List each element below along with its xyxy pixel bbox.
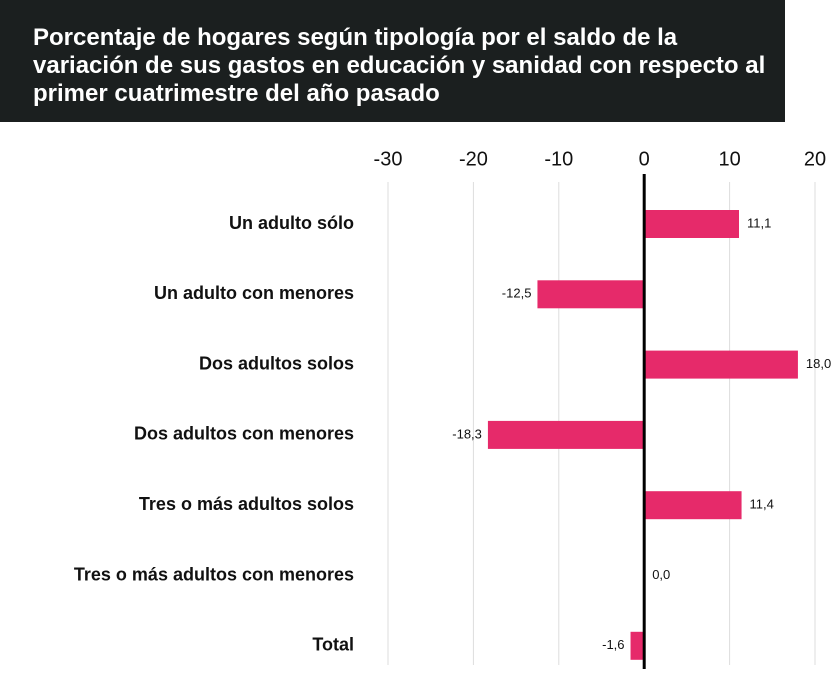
y-tick-label: Total (312, 635, 354, 655)
value-label: -1,6 (602, 637, 624, 652)
y-tick-label: Tres o más adultos solos (139, 494, 354, 514)
y-tick-label: Dos adultos solos (199, 353, 354, 373)
x-tick-label: -10 (544, 148, 573, 170)
bar (537, 280, 645, 309)
bar (644, 491, 742, 520)
x-tick-label: 20 (804, 148, 826, 170)
bar (630, 631, 645, 660)
x-tick-label: 0 (639, 148, 650, 170)
y-tick-label: Tres o más adultos con menores (74, 564, 354, 584)
x-tick-label: 10 (718, 148, 740, 170)
bar (487, 420, 645, 449)
value-label: -18,3 (452, 426, 482, 441)
value-label: 18,0 (806, 356, 831, 371)
value-label: -12,5 (502, 286, 532, 301)
x-tick-label: -20 (459, 148, 488, 170)
value-label: 11,4 (750, 497, 774, 512)
chart-title: Porcentaje de hogares según tipología po… (33, 24, 766, 107)
y-tick-label: Un adulto sólo (229, 213, 354, 233)
y-tick-label: Dos adultos con menores (134, 424, 354, 444)
bar (644, 350, 798, 379)
x-tick-label: -30 (374, 148, 403, 170)
value-label: 0,0 (652, 567, 670, 582)
y-tick-label: Un adulto con menores (154, 283, 354, 303)
title-box: Porcentaje de hogares según tipología po… (0, 0, 785, 122)
bar (644, 210, 739, 238)
value-label: 11,1 (747, 215, 771, 230)
